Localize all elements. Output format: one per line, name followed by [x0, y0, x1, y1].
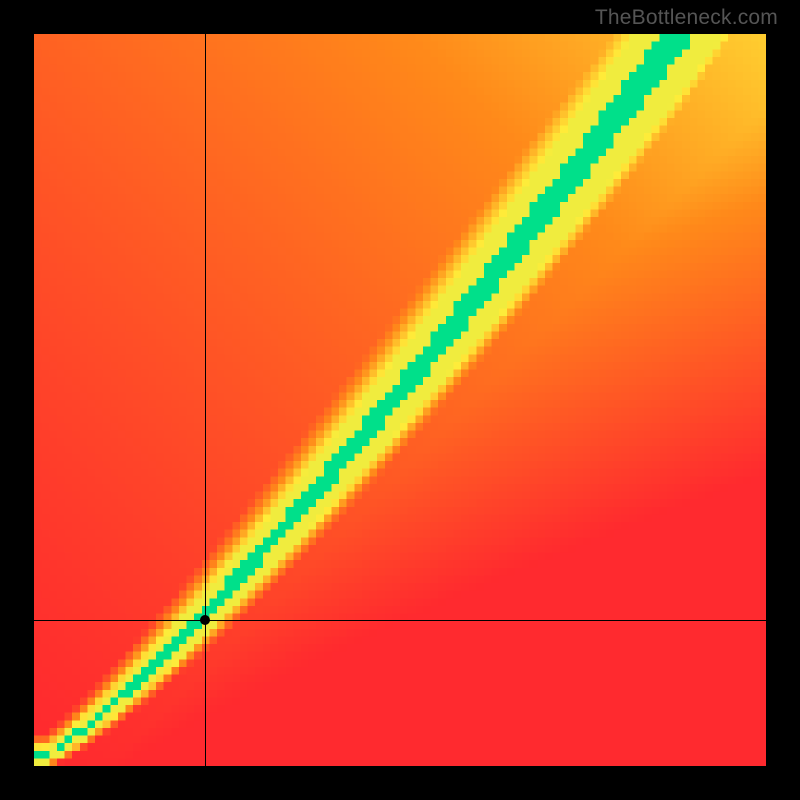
crosshair-horizontal — [34, 620, 766, 621]
heatmap-frame — [34, 34, 766, 766]
bottleneck-heatmap — [34, 34, 766, 766]
watermark-text: TheBottleneck.com — [595, 6, 778, 30]
crosshair-vertical — [205, 34, 206, 766]
crosshair-dot — [200, 615, 210, 625]
